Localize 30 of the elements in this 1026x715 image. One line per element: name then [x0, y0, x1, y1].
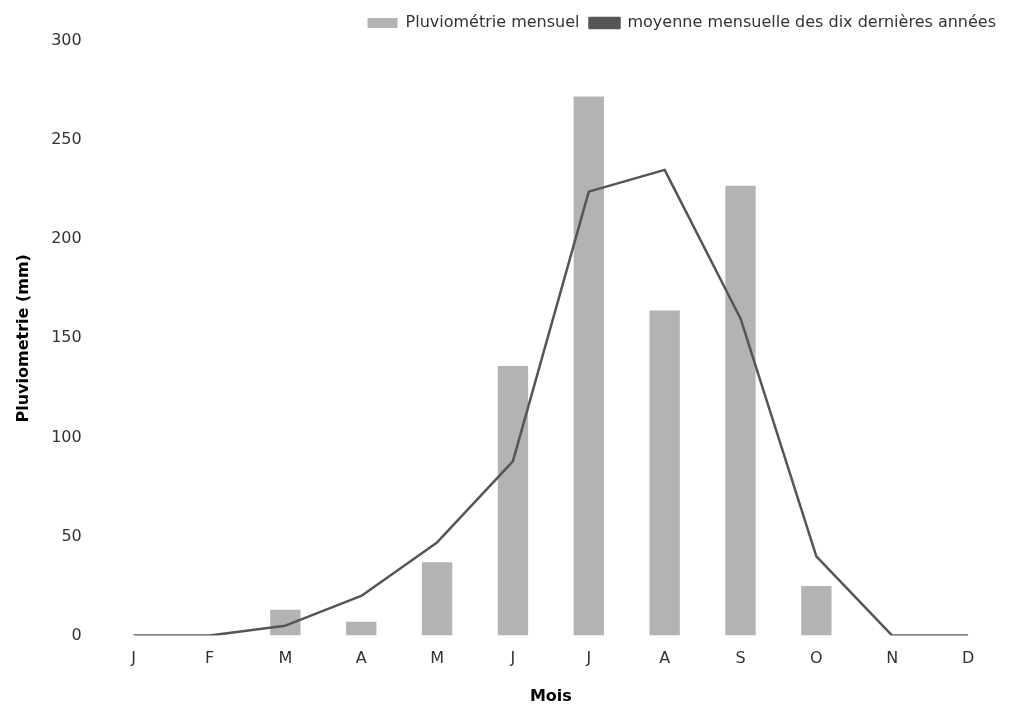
y-tick-label: 150 — [51, 327, 82, 347]
x-tick-label: M — [278, 648, 293, 668]
y-axis-title: Pluviometrie (mm) — [12, 254, 32, 423]
x-tick-label: D — [961, 648, 975, 668]
x-tick-label: O — [810, 648, 823, 668]
x-tick-label: J — [509, 648, 516, 668]
bar — [421, 562, 453, 636]
bar — [649, 310, 680, 636]
bar — [725, 185, 756, 636]
x-tick-label: J — [585, 648, 592, 668]
x-axis-title: Mois — [529, 685, 572, 705]
y-tick-label: 300 — [51, 30, 82, 50]
legend-label: Pluviométrie mensuel — [405, 12, 580, 32]
bar — [497, 366, 529, 636]
x-tick-label: A — [659, 648, 671, 668]
y-tick-label: 100 — [51, 426, 82, 446]
bar — [573, 96, 604, 636]
x-tick-label: N — [886, 648, 899, 668]
bar — [801, 586, 832, 636]
legend-label: moyenne mensuelle des dix dernières années — [627, 12, 996, 32]
x-tick-label: M — [430, 648, 444, 668]
x-tick-label: A — [355, 648, 367, 668]
y-tick-label: 200 — [51, 228, 82, 248]
y-tick-label: 250 — [51, 129, 82, 149]
x-tick-label: F — [204, 648, 215, 668]
y-tick-label: 50 — [61, 525, 82, 545]
x-tick-label: J — [130, 648, 137, 668]
bar — [346, 621, 377, 636]
y-tick-label: 0 — [71, 624, 82, 644]
x-tick-label: S — [735, 648, 746, 668]
